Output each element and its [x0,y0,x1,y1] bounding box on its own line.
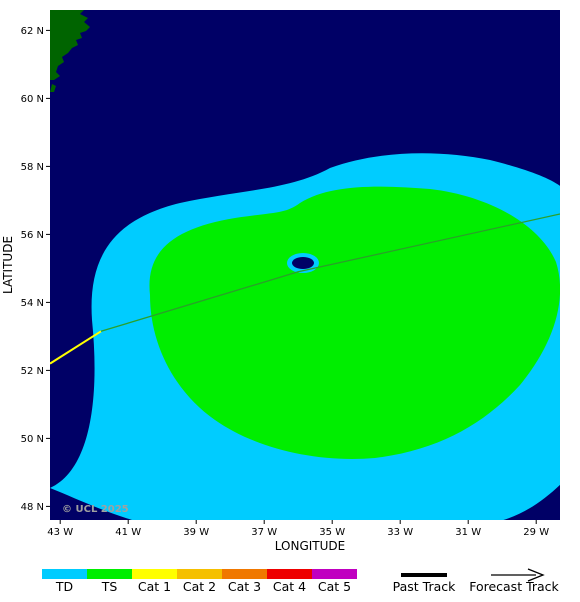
legend-label: Cat 4 [273,579,306,594]
legend: TD TS Cat 1 Cat 2 Cat 3 Cat 4 Cat 5 Past Track… [42,568,560,594]
y-tick-label: 52 N [21,366,44,377]
legend-swatch [312,569,357,579]
legend-swatch [177,569,222,579]
x-tick-label: 43 W [47,527,73,538]
y-tick-label: 56 N [21,230,44,241]
y-tick-label: 60 N [21,94,44,105]
x-tick-label: 41 W [115,527,141,538]
legend-swatch [87,569,132,579]
x-tick-label: 37 W [251,527,277,538]
past-track-legend-label: Past Track [393,579,456,594]
intensity-legend: TD TS Cat 1 Cat 2 Cat 3 Cat 4 Cat 5 [42,569,357,594]
y-tick-label: 50 N [21,434,44,445]
copyright-notice: © UCL 2025 [62,504,129,515]
legend-swatch [222,569,267,579]
greenland-landmass [50,10,90,92]
x-axis-ticks: 43 W 41 W 39 W 37 W 35 W 33 W 31 W 29 W [47,520,549,538]
legend-swatch [42,569,87,579]
ts-wind-swath [149,186,560,459]
legend-swatch [132,569,177,579]
storm-eye [292,257,314,269]
y-axis-ticks: 62 N 60 N 58 N 56 N 54 N 52 N 50 N 48 N [21,26,50,513]
y-tick-label: 54 N [21,298,44,309]
past-track-line [50,330,102,365]
y-tick-label: 62 N [21,26,44,37]
y-axis-title: LATITUDE [1,236,15,294]
x-tick-label: 33 W [387,527,413,538]
forecast-track-legend-label: Forecast Track [469,579,559,594]
legend-label: Cat 1 [138,579,171,594]
x-tick-label: 31 W [455,527,481,538]
forecast-track-arrow-icon [527,568,545,582]
x-tick-label: 35 W [319,527,345,538]
legend-swatch [267,569,312,579]
x-axis-title: LONGITUDE [275,539,345,553]
legend-label: TD [55,579,73,594]
y-tick-label: 58 N [21,162,44,173]
legend-label: Cat 5 [318,579,351,594]
legend-label: TS [101,579,118,594]
forecast-track-line [100,213,560,332]
legend-label: Cat 3 [228,579,261,594]
x-tick-label: 29 W [523,527,549,538]
legend-label: Cat 2 [183,579,216,594]
x-tick-label: 39 W [183,527,209,538]
map-plot-area: © UCL 2025 [50,10,560,520]
y-tick-label: 48 N [21,502,44,513]
